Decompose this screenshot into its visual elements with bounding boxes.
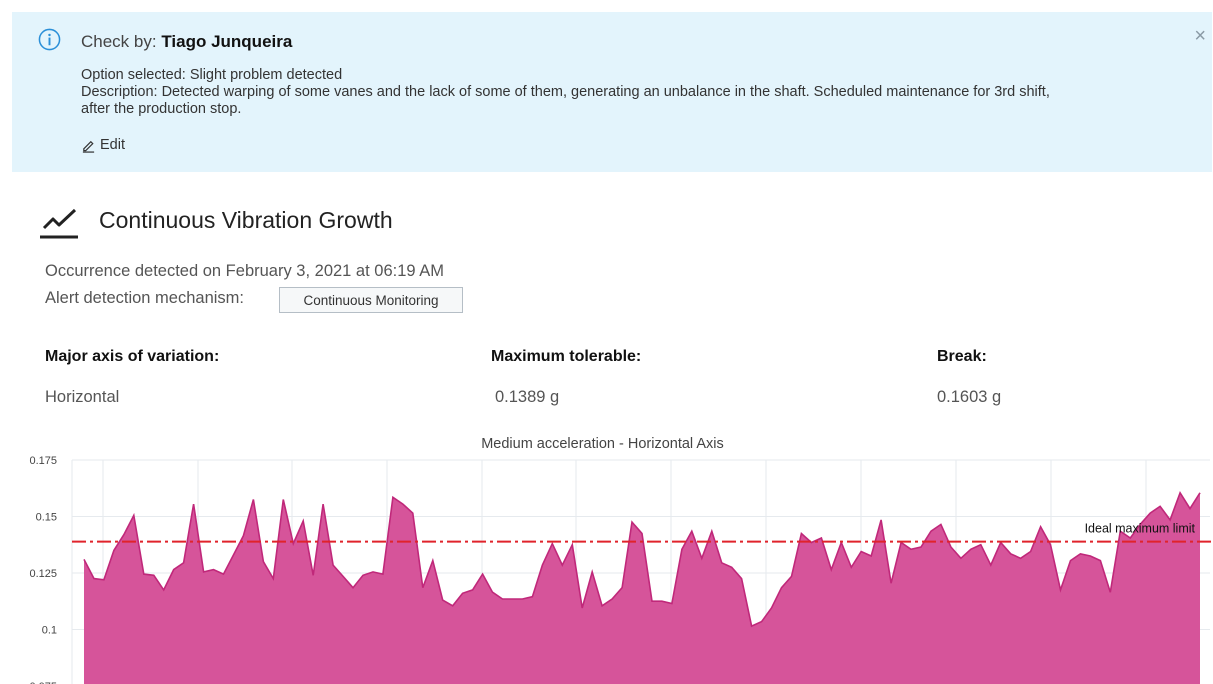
close-icon[interactable]: × <box>1194 25 1206 47</box>
description-text-line1: Description: Detected warping of some va… <box>81 84 1050 100</box>
check-by-label: Check by: <box>81 32 157 51</box>
occurrence-title: Continuous Vibration Growth <box>99 207 393 233</box>
major-axis-label: Major axis of variation: <box>45 348 220 365</box>
trend-chart-icon <box>40 208 78 239</box>
max-tolerable-label: Maximum tolerable: <box>491 348 642 365</box>
series-line <box>83 490 1201 628</box>
break-label: Break: <box>937 348 987 365</box>
chart-title: Medium acceleration - Horizontal Axis <box>481 436 724 452</box>
y-tick-label: 0.15 <box>36 512 57 524</box>
y-tick-label: 0.1 <box>42 625 57 637</box>
checker-name: Tiago Junqueira <box>161 32 293 51</box>
description-text-line2: after the production stop. <box>81 101 242 117</box>
check-by-line: Check by: Tiago Junqueira <box>81 32 292 52</box>
limit-label: Ideal maximum limit <box>1085 522 1196 536</box>
option-selected-text: Option selected: Slight problem detected <box>81 67 343 83</box>
info-icon <box>38 28 61 51</box>
max-tolerable-value: 0.1389 g <box>495 388 560 406</box>
y-tick-label: 0.075 <box>29 681 57 684</box>
edit-label: Edit <box>100 137 125 153</box>
edit-button[interactable]: Edit <box>81 137 125 153</box>
break-value: 0.1603 g <box>937 388 1002 406</box>
y-tick-label: 0.125 <box>29 568 57 580</box>
series-area <box>84 492 1200 684</box>
mechanism-label: Alert detection mechanism: <box>45 289 245 307</box>
acceleration-chart: 0.175 0.15 0.125 0.1 0.075 Ideal maximum limi… <box>29 455 1213 684</box>
y-tick-label: 0.175 <box>29 455 57 467</box>
pencil-icon <box>82 140 95 153</box>
occurrence-detected-text: Occurrence detected on February 3, 2021 … <box>45 262 444 280</box>
major-axis-value: Horizontal <box>45 388 120 406</box>
check-alert: Check by: Tiago Junqueira × Option selec… <box>12 12 1212 172</box>
mechanism-badge: Continuous Monitoring <box>279 287 463 313</box>
